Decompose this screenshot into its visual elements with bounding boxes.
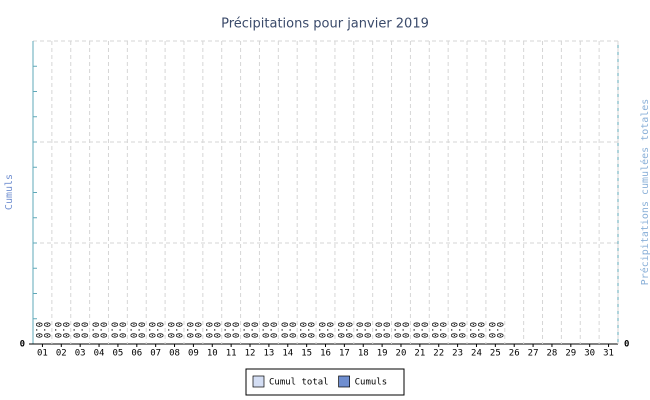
x-tick-label: 07: [150, 349, 161, 359]
value-label: 0.0: [297, 322, 307, 338]
value-label: 0.0: [71, 322, 81, 338]
x-tick-label: 13: [263, 349, 274, 359]
value-label: 0.0: [79, 322, 89, 338]
x-tick-label: 26: [509, 349, 520, 359]
value-label: 0.0: [241, 322, 251, 338]
x-tick-label: 11: [226, 349, 237, 359]
x-tick-label: 30: [584, 349, 595, 359]
value-label: 0.0: [267, 322, 277, 338]
value-label: 0.0: [127, 322, 137, 338]
value-label: 0.0: [391, 322, 401, 338]
legend-swatch: [252, 375, 265, 388]
value-label: 0.0: [305, 322, 315, 338]
x-tick-label: 31: [603, 349, 614, 359]
x-tick-label: 29: [565, 349, 576, 359]
value-label: 0.0: [203, 322, 213, 338]
value-label: 0.0: [429, 322, 439, 338]
value-label: 0.0: [33, 322, 43, 338]
x-tick-label: 09: [188, 349, 199, 359]
value-label: 0.0: [222, 322, 232, 338]
x-tick-label: 18: [358, 349, 369, 359]
value-label: 0.0: [381, 322, 391, 338]
value-label: 0.0: [286, 322, 296, 338]
value-label: 0.0: [278, 322, 288, 338]
value-label: 0.0: [494, 322, 504, 338]
x-tick-label: 21: [414, 349, 425, 359]
x-tick-label: 19: [377, 349, 388, 359]
value-label: 0.0: [60, 322, 70, 338]
value-label: 0.0: [399, 322, 409, 338]
value-label: 0.0: [343, 322, 353, 338]
x-tick-label: 24: [471, 349, 482, 359]
legend-box: [245, 368, 405, 396]
legend-label: Cumul total: [269, 378, 329, 388]
value-label: 0.0: [437, 322, 447, 338]
x-tick-label: 23: [452, 349, 463, 359]
value-label: 0.0: [98, 322, 108, 338]
value-label: 0.0: [154, 322, 164, 338]
value-label: 0.0: [211, 322, 221, 338]
value-label: 0.0: [41, 322, 51, 338]
value-label: 0.0: [456, 322, 466, 338]
value-label: 0.0: [192, 322, 202, 338]
x-tick-label: 22: [433, 349, 444, 359]
value-label: 0.0: [335, 322, 345, 338]
value-label: 0.0: [259, 322, 269, 338]
value-label: 0.0: [116, 322, 126, 338]
value-label: 0.0: [230, 322, 240, 338]
value-label: 0.0: [448, 322, 458, 338]
value-label: 0.0: [373, 322, 383, 338]
x-tick-label: 08: [169, 349, 180, 359]
x-tick-label: 06: [131, 349, 142, 359]
value-label: 0.0: [316, 322, 326, 338]
x-tick-label: 16: [320, 349, 331, 359]
x-tick-label: 15: [301, 349, 312, 359]
value-label: 0.0: [249, 322, 259, 338]
x-tick-label: 02: [56, 349, 67, 359]
x-tick-label: 17: [339, 349, 350, 359]
value-label: 0.0: [146, 322, 156, 338]
value-label: 0.0: [184, 322, 194, 338]
x-tick-label: 28: [547, 349, 558, 359]
value-label: 0.0: [486, 322, 496, 338]
y-tick-label: 0: [20, 340, 25, 350]
value-label: 0.0: [324, 322, 334, 338]
x-tick-label: 25: [490, 349, 501, 359]
value-label: 0.0: [173, 322, 183, 338]
value-label: 0.0: [475, 322, 485, 338]
value-label: 0.0: [135, 322, 145, 338]
chart-title: Précipitations pour janvier 2019: [221, 17, 429, 32]
x-tick-label: 20: [396, 349, 407, 359]
value-label: 0.0: [362, 322, 372, 338]
y-axis-label: Cumuls: [4, 174, 15, 210]
value-label: 0.0: [410, 322, 420, 338]
value-label: 0.0: [90, 322, 100, 338]
x-tick-label: 27: [528, 349, 539, 359]
legend: Cumul total Cumuls: [245, 368, 405, 396]
legend-label: Cumuls: [355, 378, 388, 388]
y2-tick-label: 0: [624, 340, 629, 350]
legend-swatch: [338, 375, 350, 388]
x-tick-label: 10: [207, 349, 218, 359]
x-tick-label: 01: [37, 349, 48, 359]
value-label: 0.0: [354, 322, 364, 338]
value-label: 0.0: [165, 322, 175, 338]
x-tick-label: 12: [245, 349, 256, 359]
y2-axis-label: Précipitations cumulées totales: [639, 99, 650, 286]
x-tick-label: 05: [112, 349, 123, 359]
x-tick-label: 04: [94, 349, 105, 359]
x-tick-label: 03: [75, 349, 86, 359]
x-tick-label: 14: [282, 349, 293, 359]
value-label: 0.0: [467, 322, 477, 338]
value-label: 0.0: [418, 322, 428, 338]
value-label: 0.0: [52, 322, 62, 338]
value-label: 0.0: [108, 322, 118, 338]
